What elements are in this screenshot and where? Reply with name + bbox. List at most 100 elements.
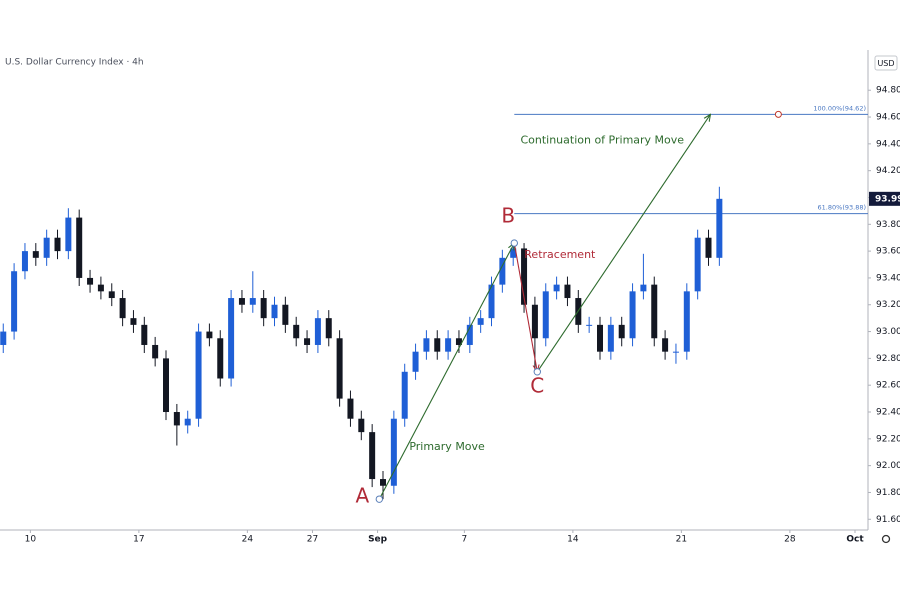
candle-body bbox=[499, 257, 506, 285]
currency-box[interactable] bbox=[874, 55, 898, 71]
candle-body bbox=[434, 338, 441, 352]
candle-body bbox=[0, 331, 7, 345]
candle-body bbox=[694, 237, 701, 292]
candle-body bbox=[369, 432, 376, 480]
x-tick-label: Sep bbox=[368, 535, 388, 545]
x-tick-label: 17 bbox=[133, 535, 144, 545]
wave-point bbox=[510, 239, 518, 247]
wave-arrow-label: Continuation of Primary Move bbox=[520, 133, 684, 146]
candle-body bbox=[423, 338, 430, 352]
y-tick-label: 91.80 bbox=[876, 488, 900, 498]
x-tick-label: 27 bbox=[307, 535, 318, 545]
wave-arrow bbox=[378, 243, 514, 500]
candle-body bbox=[618, 324, 625, 339]
candle-body bbox=[336, 338, 343, 399]
candle-body bbox=[564, 284, 571, 299]
candle-body bbox=[249, 298, 256, 305]
currency-label: USD bbox=[877, 59, 894, 68]
candle-body bbox=[43, 237, 50, 258]
candle-body bbox=[76, 217, 83, 278]
candle-body bbox=[32, 251, 39, 258]
y-tick-label: 94.20 bbox=[876, 166, 900, 176]
y-tick-label: 93.00 bbox=[876, 327, 900, 337]
candle-body bbox=[662, 338, 669, 352]
x-tick-label: 21 bbox=[676, 535, 687, 545]
candle-body bbox=[531, 304, 538, 339]
y-tick-label: 92.60 bbox=[876, 381, 900, 391]
y-tick-label: 91.60 bbox=[876, 515, 900, 525]
candle-body bbox=[293, 324, 300, 339]
y-tick-label: 94.80 bbox=[876, 86, 900, 96]
candle-body bbox=[607, 324, 614, 352]
candle-body bbox=[521, 248, 528, 305]
candle-body bbox=[163, 358, 170, 413]
candle-body bbox=[455, 338, 462, 345]
candle-body bbox=[141, 324, 148, 345]
candle-body bbox=[238, 298, 245, 305]
candle-body bbox=[152, 344, 159, 359]
candle-body bbox=[629, 291, 636, 339]
candle-body bbox=[97, 284, 104, 292]
candle-body bbox=[683, 291, 690, 352]
x-tick-label: 14 bbox=[567, 535, 579, 545]
candle-body bbox=[640, 284, 647, 292]
candle-body bbox=[412, 351, 419, 372]
candle-body bbox=[54, 237, 61, 252]
y-tick-label: 93.60 bbox=[876, 247, 900, 257]
settings-icon[interactable] bbox=[881, 534, 891, 544]
candle-body bbox=[304, 338, 311, 345]
candle-body bbox=[651, 284, 658, 339]
y-tick-label: 92.80 bbox=[876, 354, 900, 364]
candle-body bbox=[672, 351, 679, 353]
candle-body bbox=[11, 271, 18, 332]
candle-body bbox=[380, 479, 387, 486]
candle-body bbox=[716, 198, 723, 258]
candle-body bbox=[65, 217, 72, 252]
settings-gear bbox=[881, 534, 891, 544]
fib-level-label: 100.00%(94.62) bbox=[813, 104, 866, 112]
x-tick-label: 7 bbox=[462, 535, 468, 545]
y-tick-label: 92.40 bbox=[876, 408, 900, 418]
x-tick-label: 24 bbox=[242, 535, 254, 545]
candle-body bbox=[260, 298, 267, 319]
wave-arrow-label: Retracement bbox=[524, 248, 596, 261]
candle-body bbox=[597, 324, 604, 352]
candle-body bbox=[358, 418, 365, 433]
candle-body bbox=[228, 298, 235, 379]
candle-body bbox=[586, 324, 593, 326]
wave-arrow bbox=[513, 242, 537, 372]
y-tick-label: 93.20 bbox=[876, 300, 900, 310]
candle-body bbox=[542, 291, 549, 339]
y-tick-label: 94.40 bbox=[876, 139, 900, 149]
candle-body bbox=[173, 412, 180, 426]
candle-body bbox=[466, 324, 473, 345]
candle-body bbox=[445, 338, 452, 352]
candle-body bbox=[282, 304, 289, 325]
last-price-tag bbox=[869, 191, 900, 206]
candle-body bbox=[195, 331, 202, 419]
y-tick-label: 93.40 bbox=[876, 273, 900, 283]
wave-arrow bbox=[536, 114, 710, 373]
wave-point-label: C bbox=[530, 373, 544, 397]
candle-body bbox=[314, 318, 321, 345]
candle-body bbox=[119, 298, 126, 319]
x-tick-label: 10 bbox=[25, 535, 37, 545]
wave-point bbox=[533, 368, 541, 376]
candle-body bbox=[390, 418, 397, 486]
wave-point-label: B bbox=[501, 204, 515, 228]
candle-body bbox=[553, 284, 560, 292]
wave-point-label: A bbox=[355, 484, 369, 508]
fib-level-label: 61.80%(93.88) bbox=[818, 204, 866, 212]
candle-body bbox=[87, 277, 94, 285]
candle-body bbox=[325, 318, 332, 339]
candle-body bbox=[108, 291, 115, 299]
fib-marker bbox=[774, 110, 782, 118]
y-tick-label: 93.80 bbox=[876, 220, 900, 230]
candle-body bbox=[130, 318, 137, 325]
candle-body bbox=[488, 284, 495, 319]
x-tick-label: Oct bbox=[846, 535, 864, 545]
candle-body bbox=[401, 371, 408, 419]
candle-body bbox=[271, 304, 278, 319]
